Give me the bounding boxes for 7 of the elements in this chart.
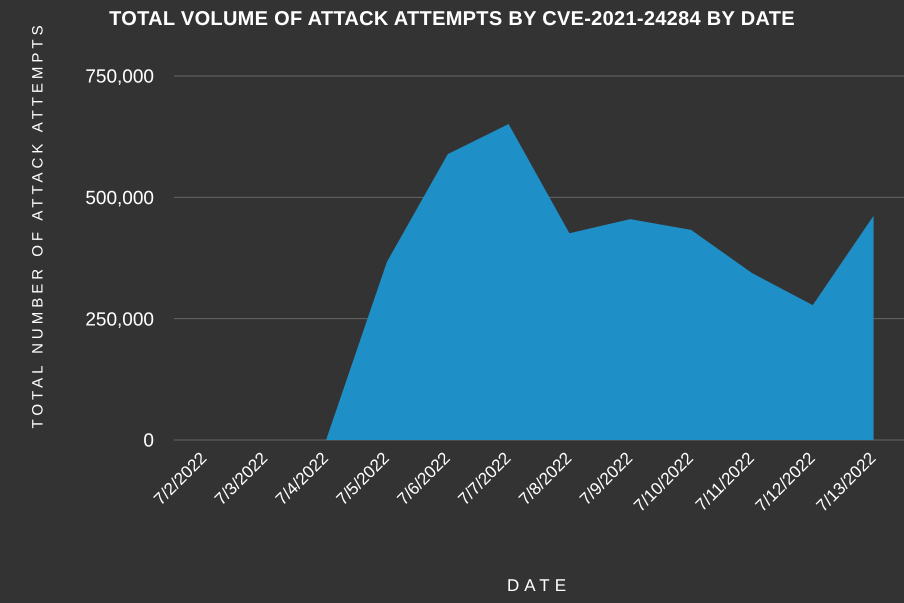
y-axis-title: TOTAL NUMBER OF ATTACK ATTEMPTS <box>30 20 46 428</box>
y-tick-label: 250,000 <box>85 309 154 330</box>
y-tick-label: 500,000 <box>85 188 154 210</box>
chart-title: TOTAL VOLUME OF ATTACK ATTEMPTS BY CVE-2021-24284 BY DATE <box>109 8 795 30</box>
y-tick-label: 0 <box>143 430 154 452</box>
y-tick-label: 750,000 <box>85 66 154 88</box>
x-axis-title: DATE <box>506 576 572 595</box>
